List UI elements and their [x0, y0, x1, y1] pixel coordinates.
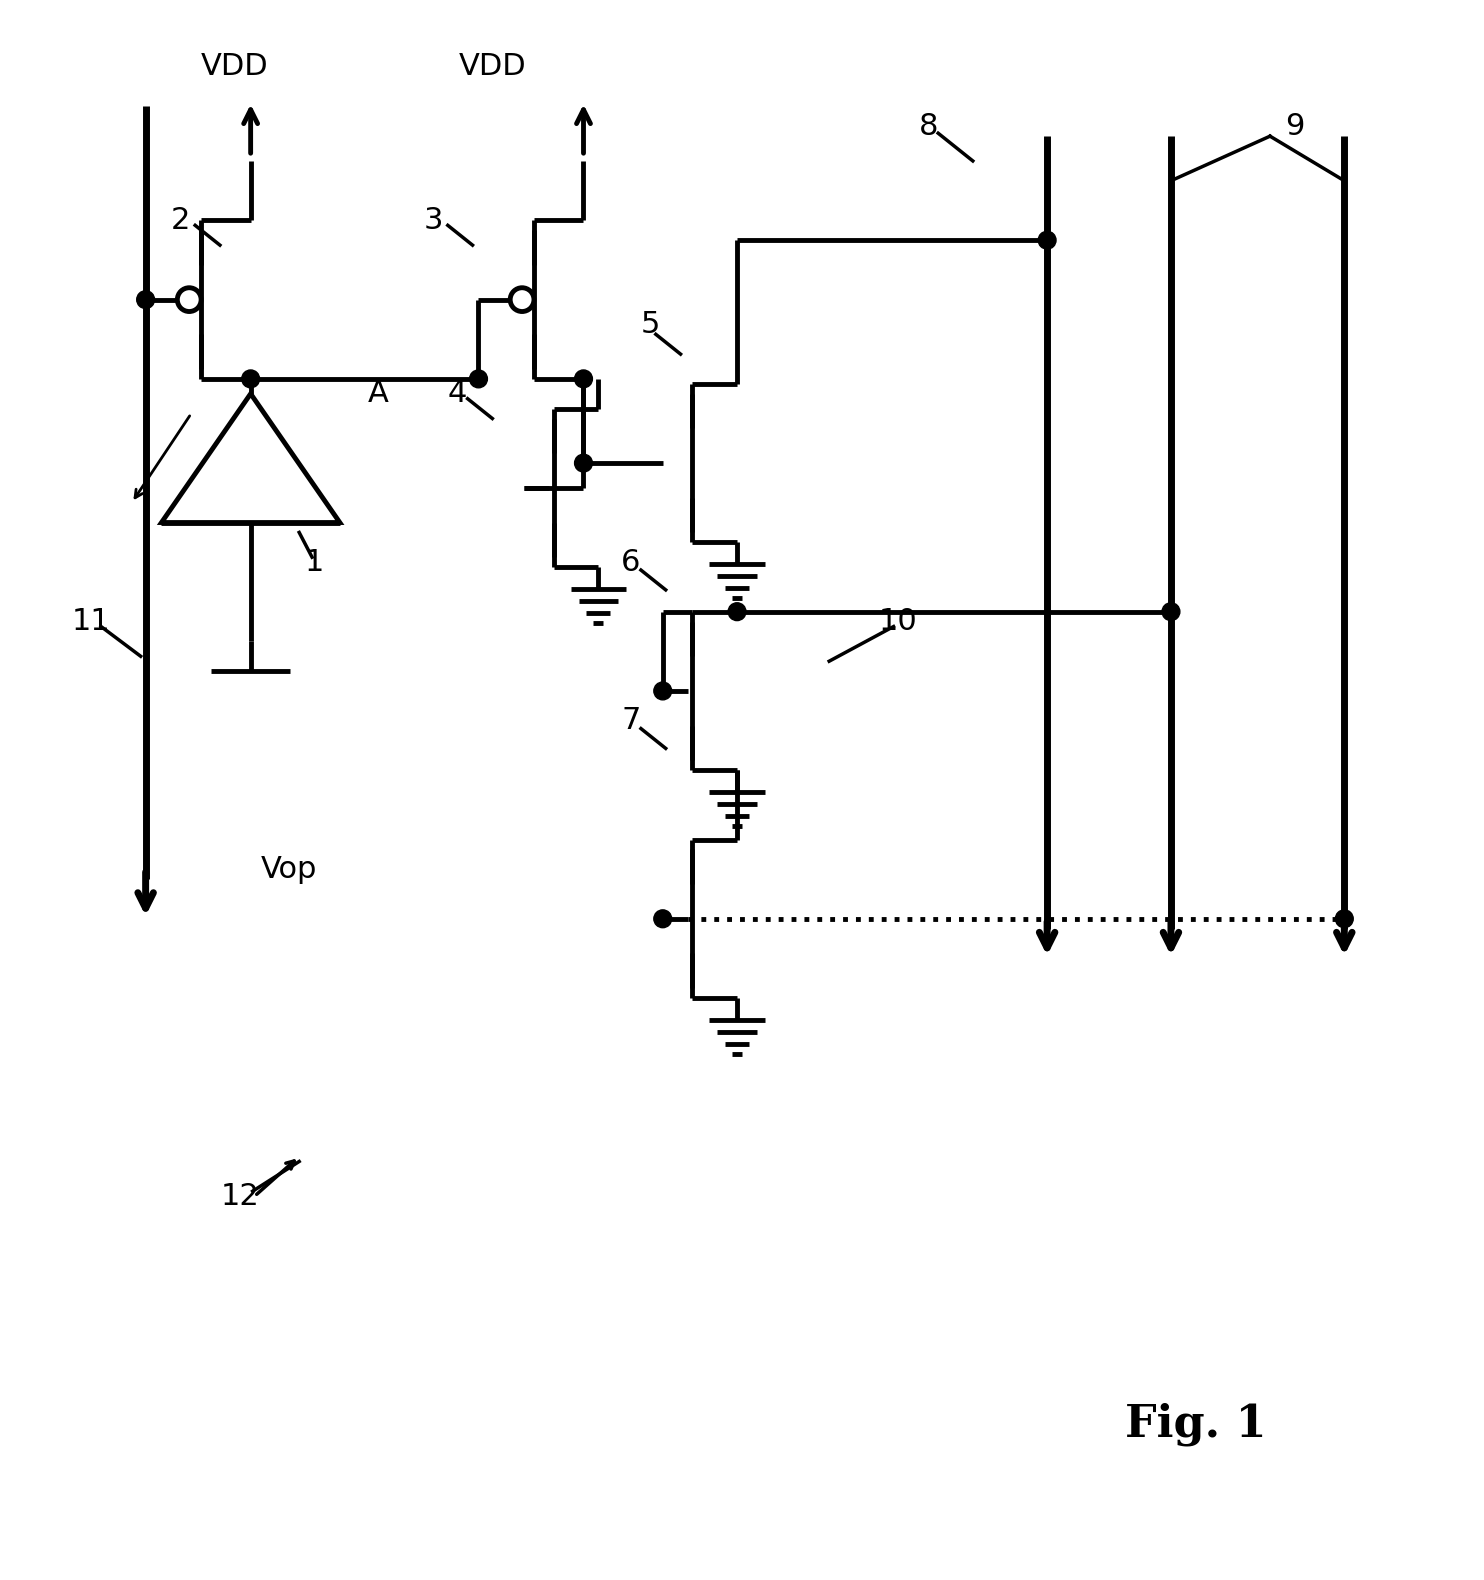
Text: VDD: VDD [459, 52, 527, 81]
Text: 8: 8 [919, 112, 938, 141]
Circle shape [137, 291, 154, 308]
Text: 10: 10 [879, 607, 919, 637]
Text: 11: 11 [71, 607, 110, 637]
Circle shape [242, 370, 260, 387]
Text: Fig. 1: Fig. 1 [1125, 1403, 1266, 1446]
Circle shape [654, 683, 672, 700]
Text: 1: 1 [304, 548, 324, 577]
Circle shape [469, 370, 487, 387]
Text: 12: 12 [220, 1182, 260, 1210]
Text: Vop: Vop [261, 855, 318, 883]
Circle shape [1162, 602, 1180, 621]
Circle shape [729, 602, 746, 621]
Text: 5: 5 [641, 310, 660, 338]
Circle shape [574, 370, 592, 387]
Circle shape [574, 453, 592, 472]
Text: 3: 3 [423, 205, 442, 235]
Text: 7: 7 [622, 706, 641, 735]
Text: VDD: VDD [200, 52, 269, 81]
Text: A: A [368, 379, 389, 408]
Circle shape [1336, 910, 1353, 927]
Text: 2: 2 [171, 205, 190, 235]
Text: 4: 4 [448, 379, 467, 408]
Circle shape [654, 910, 672, 927]
Circle shape [1039, 231, 1057, 250]
Text: 6: 6 [622, 548, 641, 577]
Text: 9: 9 [1285, 112, 1304, 141]
